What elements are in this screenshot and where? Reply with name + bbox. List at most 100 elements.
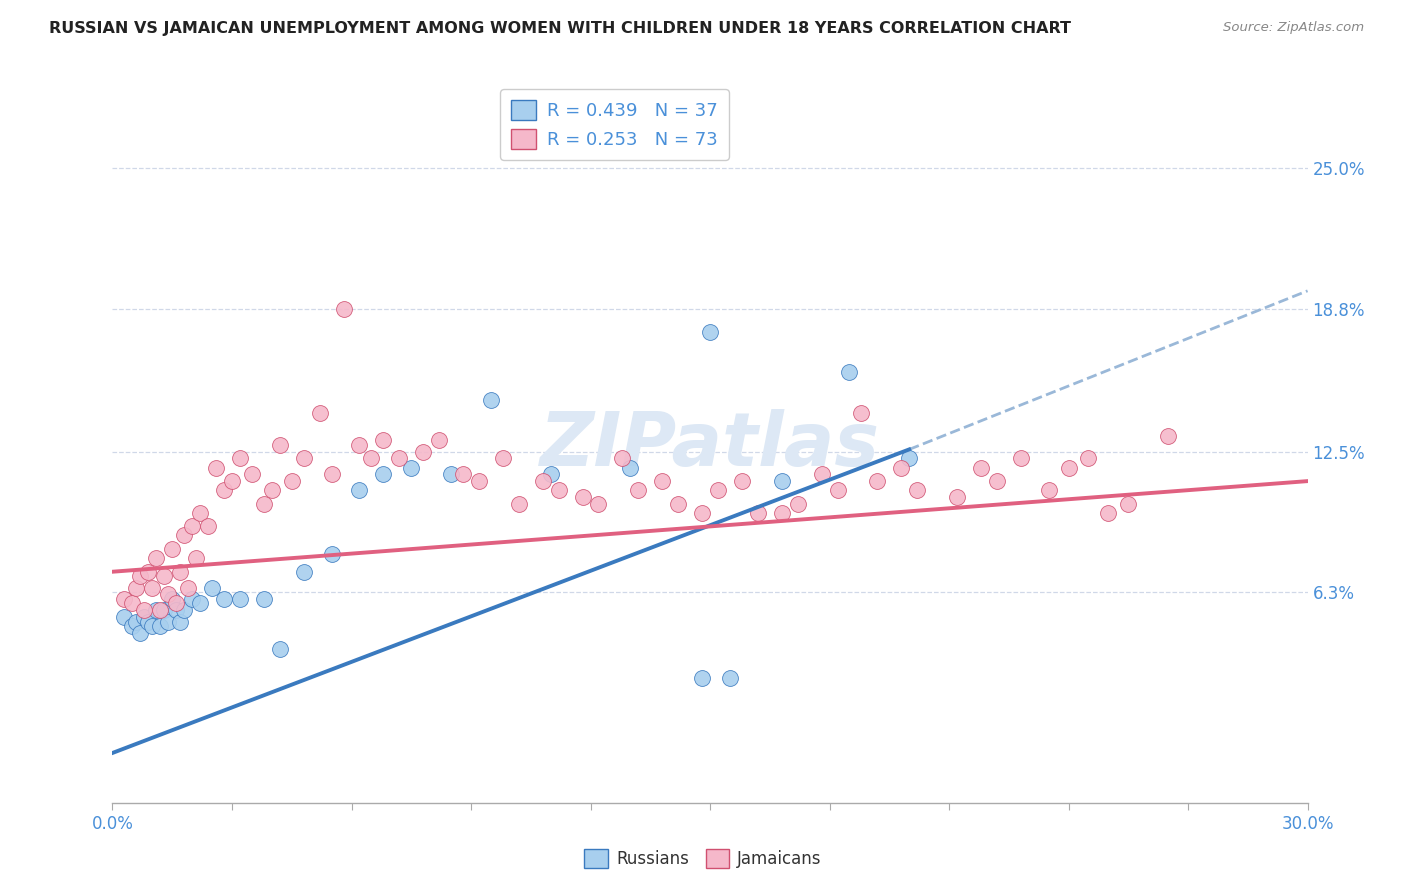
Point [731,474,754,488]
Point [169,615,191,629]
Point [138,615,160,629]
Point [619,460,641,475]
Point [145,551,167,566]
Point [866,474,889,488]
Point [651,474,673,488]
Point [162,591,183,606]
Point [121,597,143,611]
Point [173,528,195,542]
Point [253,591,276,606]
Point [898,451,921,466]
Point [946,490,969,504]
Point [321,547,343,561]
Point [173,603,195,617]
Point [162,542,183,557]
Text: ZIPatlas: ZIPatlas [540,409,880,483]
Point [169,565,191,579]
Legend: Russians, Jamaicans: Russians, Jamaicans [578,843,828,875]
Point [770,506,793,520]
Point [145,603,167,617]
Point [153,569,176,583]
Point [547,483,569,498]
Point [165,603,187,617]
Point [269,641,291,656]
Point [540,467,562,482]
Point [508,497,530,511]
Point [571,490,593,504]
Point [221,474,243,488]
Point [212,483,235,498]
Point [157,615,180,629]
Point [229,451,252,466]
Point [153,603,176,617]
Point [321,467,343,482]
Point [905,483,928,498]
Point [786,497,808,511]
Point [666,497,689,511]
Point [1077,451,1099,466]
Point [229,591,252,606]
Point [292,451,315,466]
Point [197,519,219,533]
Point [260,483,283,498]
Point [129,569,152,583]
Point [114,610,135,624]
Point [690,671,713,685]
Point [212,591,235,606]
Point [970,460,993,475]
Point [149,619,172,633]
Point [838,365,860,379]
Point [125,581,148,595]
Point [349,438,371,452]
Point [1038,483,1060,498]
Point [373,434,395,448]
Point [986,474,1008,488]
Point [627,483,650,498]
Point [479,392,502,407]
Point [388,451,411,466]
Text: RUSSIAN VS JAMAICAN UNEMPLOYMENT AMONG WOMEN WITH CHILDREN UNDER 18 YEARS CORREL: RUSSIAN VS JAMAICAN UNEMPLOYMENT AMONG W… [49,21,1071,36]
Point [699,325,721,339]
Point [129,626,152,640]
Point [165,597,187,611]
Point [810,467,832,482]
Point [188,597,211,611]
Point [412,444,434,458]
Point [827,483,849,498]
Point [188,506,211,520]
Point [177,581,200,595]
Point [134,603,156,617]
Point [373,467,395,482]
Point [240,467,263,482]
Point [468,474,491,488]
Point [1097,506,1119,520]
Point [134,610,156,624]
Point [360,451,382,466]
Point [157,587,180,601]
Point [186,551,208,566]
Point [292,565,315,579]
Legend: R = 0.439   N = 37, R = 0.253   N = 73: R = 0.439 N = 37, R = 0.253 N = 73 [501,89,728,160]
Point [114,591,135,606]
Point [451,467,474,482]
Point [1057,460,1080,475]
Point [269,438,291,452]
Point [851,406,873,420]
Point [1010,451,1032,466]
Point [770,474,793,488]
Point [308,406,330,420]
Point [253,497,276,511]
Point [141,581,163,595]
Point [707,483,730,498]
Point [427,434,450,448]
Point [1157,429,1180,443]
Point [181,519,204,533]
Point [121,619,143,633]
Point [747,506,769,520]
Point [138,565,160,579]
Point [349,483,371,498]
Point [890,460,912,475]
Text: Source: ZipAtlas.com: Source: ZipAtlas.com [1223,21,1364,34]
Point [718,671,741,685]
Point [440,467,463,482]
